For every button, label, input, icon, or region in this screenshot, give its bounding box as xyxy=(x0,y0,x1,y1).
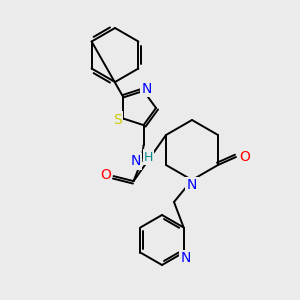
Text: N: N xyxy=(130,154,141,168)
Text: O: O xyxy=(239,150,250,164)
Text: N: N xyxy=(141,82,152,96)
Text: N: N xyxy=(187,178,197,192)
Text: O: O xyxy=(100,168,111,182)
Text: N: N xyxy=(181,251,191,266)
Text: S: S xyxy=(113,112,122,127)
Text: H: H xyxy=(144,151,153,164)
